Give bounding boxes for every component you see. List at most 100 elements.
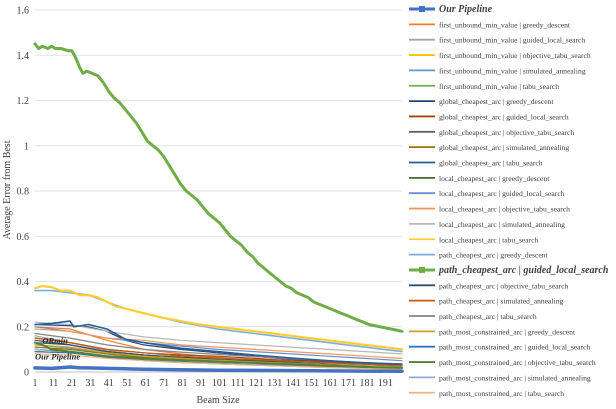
x-tick-label: 1 bbox=[33, 378, 38, 389]
legend-label: path_most_constrained_arc | simulated_an… bbox=[439, 373, 591, 382]
gridlines bbox=[35, 9, 402, 328]
series-line bbox=[33, 365, 404, 374]
legend-item: path_most_constrained_arc | tabu_search bbox=[409, 389, 564, 398]
y-axis-ticks: 0 0.2 0.4 0.6 0.8 1 1.2 1.4 1.6 bbox=[17, 6, 30, 379]
legend-label: first_unbound_min_value | objective_tabu… bbox=[439, 51, 591, 60]
legend-item: path_cheapest_arc | greedy_descent bbox=[409, 251, 549, 260]
x-tick-label: 61 bbox=[141, 378, 151, 389]
legend-label: first_unbound_min_value | tabu_search bbox=[439, 82, 559, 91]
legend-label: path_most_constrained_arc | guided_local… bbox=[439, 343, 590, 352]
legend-label: local_cheapest_arc | guided_local_search bbox=[439, 189, 565, 198]
legend-marker bbox=[419, 6, 425, 12]
legend-label: path_cheapest_arc | tabu_search bbox=[439, 312, 537, 321]
legend-item: local_cheapest_arc | greedy_descent bbox=[409, 174, 550, 183]
legend-item: first_unbound_min_value | objective_tabu… bbox=[409, 51, 591, 60]
legend-label: global_cheapest_arc | guided_local_searc… bbox=[439, 112, 569, 121]
y-tick-label: 1.6 bbox=[17, 6, 30, 17]
legend-item: path_most_constrained_arc | greedy_desce… bbox=[409, 327, 576, 336]
legend-item: local_cheapest_arc | tabu_search bbox=[409, 235, 539, 244]
legend-item: first_unbound_min_value | greedy_descent bbox=[409, 20, 571, 29]
series-line bbox=[34, 337, 403, 367]
annotation-label: ORmin bbox=[42, 336, 68, 346]
y-axis-label: Average Error from Best bbox=[2, 140, 13, 239]
series-line bbox=[34, 353, 403, 370]
legend-label: local_cheapest_arc | tabu_search bbox=[439, 235, 539, 244]
y-tick-label: 0.6 bbox=[17, 232, 30, 243]
legend-item: global_cheapest_arc | greedy_descent bbox=[409, 97, 554, 106]
x-tick-label: 151 bbox=[304, 378, 319, 389]
legend-item: path_cheapest_arc | guided_local_search bbox=[409, 265, 609, 276]
series-group bbox=[33, 42, 404, 374]
legend-item: local_cheapest_arc | simulated_annealing bbox=[409, 220, 565, 229]
legend-label: local_cheapest_arc | objective_tabu_sear… bbox=[439, 205, 570, 214]
legend: Our Pipeline first_unbound_min_value | gr… bbox=[409, 4, 609, 398]
x-tick-label: 21 bbox=[67, 378, 77, 389]
series-line bbox=[34, 341, 403, 369]
y-tick-label: 0 bbox=[24, 368, 29, 379]
legend-item: first_unbound_min_value | simulated_anne… bbox=[409, 66, 586, 75]
legend-item: local_cheapest_arc | guided_local_search bbox=[409, 189, 565, 198]
legend-item: global_cheapest_arc | tabu_search bbox=[409, 159, 543, 168]
series-line bbox=[33, 42, 404, 333]
y-tick-label: 1.4 bbox=[17, 51, 30, 62]
annotations: ORmin Our Pipeline bbox=[35, 336, 80, 362]
x-axis-label: Beam Size bbox=[196, 395, 240, 406]
legend-label: Our Pipeline bbox=[439, 4, 493, 15]
legend-item: first_unbound_min_value | guided_local_s… bbox=[409, 36, 585, 45]
x-tick-label: 11 bbox=[49, 378, 59, 389]
legend-item: global_cheapest_arc | objective_tabu_sea… bbox=[409, 128, 574, 137]
legend-label: path_most_constrained_arc | tabu_search bbox=[439, 389, 564, 398]
legend-item: global_cheapest_arc | simulated_annealin… bbox=[409, 143, 569, 152]
legend-marker bbox=[419, 266, 425, 273]
x-tick-label: 91 bbox=[196, 378, 206, 389]
legend-label: first_unbound_min_value | greedy_descent bbox=[439, 20, 571, 29]
legend-item: Our Pipeline bbox=[409, 4, 493, 15]
x-axis-ticks: 1 11 21 31 41 51 61 71 81 91 101 111 121 131 141 151 161… bbox=[33, 378, 393, 389]
legend-label: path_cheapest_arc | simulated_annealing bbox=[439, 297, 563, 306]
annotation-label: Our Pipeline bbox=[35, 352, 80, 362]
legend-item: path_most_constrained_arc | objective_ta… bbox=[409, 358, 596, 367]
legend-label: global_cheapest_arc | tabu_search bbox=[439, 159, 543, 168]
x-tick-label: 111 bbox=[231, 378, 245, 389]
x-tick-label: 71 bbox=[159, 378, 169, 389]
legend-item: path_most_constrained_arc | guided_local… bbox=[409, 343, 590, 352]
series-line bbox=[33, 284, 404, 351]
x-tick-label: 131 bbox=[267, 378, 282, 389]
x-tick-label: 181 bbox=[359, 378, 374, 389]
y-tick-label: 0.4 bbox=[17, 277, 30, 288]
x-tick-label: 121 bbox=[249, 378, 264, 389]
x-tick-label: 191 bbox=[378, 378, 393, 389]
legend-label: path_cheapest_arc | guided_local_search bbox=[438, 265, 609, 276]
x-tick-label: 161 bbox=[323, 378, 338, 389]
x-tick-label: 171 bbox=[341, 378, 356, 389]
legend-label: local_cheapest_arc | greedy_descent bbox=[439, 174, 550, 183]
x-tick-label: 31 bbox=[85, 378, 95, 389]
legend-label: path_most_constrained_arc | objective_ta… bbox=[439, 358, 596, 367]
y-tick-label: 1.2 bbox=[17, 96, 30, 107]
legend-item: path_most_constrained_arc | simulated_an… bbox=[409, 373, 591, 382]
series-line bbox=[34, 321, 403, 355]
y-tick-label: 1 bbox=[24, 141, 29, 152]
legend-item: first_unbound_min_value | tabu_search bbox=[409, 82, 559, 91]
series-line bbox=[34, 320, 403, 365]
legend-label: global_cheapest_arc | objective_tabu_sea… bbox=[439, 128, 574, 137]
x-tick-label: 101 bbox=[212, 378, 227, 389]
legend-item: path_cheapest_arc | objective_tabu_searc… bbox=[409, 281, 568, 290]
x-tick-label: 41 bbox=[104, 378, 114, 389]
legend-label: path_most_constrained_arc | greedy_desce… bbox=[439, 327, 576, 336]
series-line bbox=[34, 328, 403, 359]
y-tick-label: 0.2 bbox=[17, 322, 30, 333]
legend-label: global_cheapest_arc | greedy_descent bbox=[439, 97, 554, 106]
legend-label: path_cheapest_arc | objective_tabu_searc… bbox=[439, 281, 568, 290]
legend-label: path_cheapest_arc | greedy_descent bbox=[439, 251, 549, 260]
x-tick-label: 81 bbox=[178, 378, 188, 389]
legend-item: path_cheapest_arc | simulated_annealing bbox=[409, 297, 563, 306]
legend-item: local_cheapest_arc | objective_tabu_sear… bbox=[409, 205, 570, 214]
legend-label: local_cheapest_arc | simulated_annealing bbox=[439, 220, 565, 229]
legend-item: global_cheapest_arc | guided_local_searc… bbox=[409, 112, 569, 121]
x-tick-label: 141 bbox=[286, 378, 301, 389]
x-tick-label: 51 bbox=[122, 378, 132, 389]
legend-item: path_cheapest_arc | tabu_search bbox=[409, 312, 537, 321]
legend-label: global_cheapest_arc | simulated_annealin… bbox=[439, 143, 569, 152]
